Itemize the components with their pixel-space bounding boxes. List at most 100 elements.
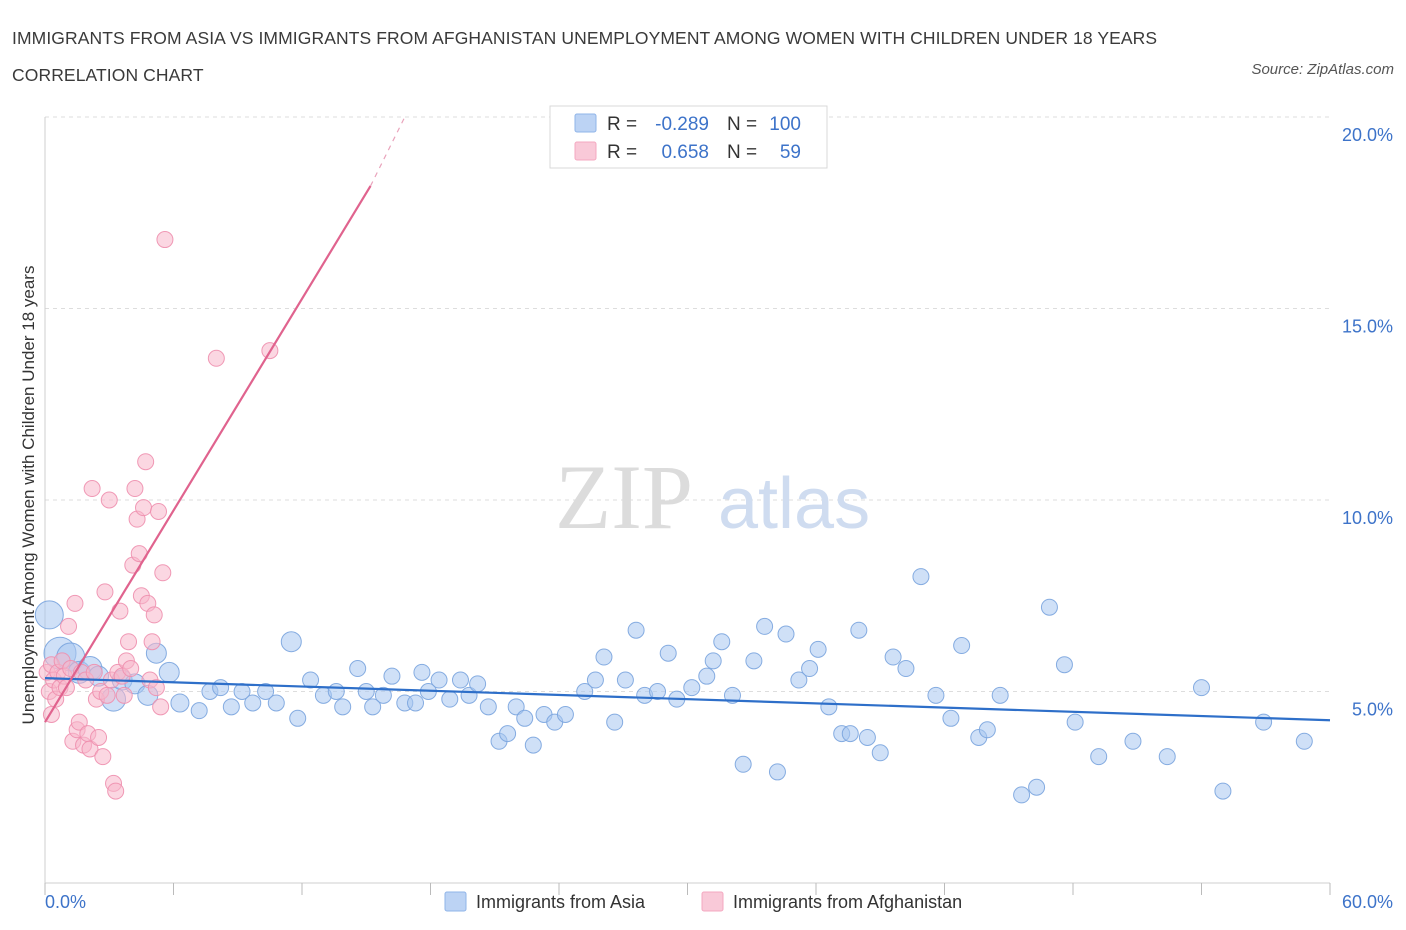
asia-point-16	[222, 698, 240, 716]
asia-point-55	[627, 621, 645, 639]
asia-point-80	[897, 660, 915, 678]
legend-swatch-afghanistan	[574, 141, 597, 161]
series-legend: Immigrants from Asia Immigrants from Afg…	[444, 891, 962, 912]
asia-point-96	[1193, 679, 1210, 697]
asia-point-18	[244, 694, 262, 712]
asia-point-65	[734, 755, 752, 773]
x-tick-label-0: 0.0%	[45, 892, 86, 912]
asia-point-38	[451, 671, 469, 689]
y-tick-label-2: 15.0%	[1342, 317, 1393, 337]
asia-point-71	[801, 660, 819, 678]
series-legend-swatch-afghanistan	[701, 891, 724, 912]
series-legend-swatch-asia	[444, 891, 467, 912]
asia-point-97	[1214, 782, 1232, 800]
asia-point-90	[1040, 598, 1058, 616]
asia-point-37	[441, 690, 459, 708]
afghanistan-point-37	[115, 686, 133, 704]
legend-n-value-afghanistan: 59	[780, 142, 801, 163]
afghanistan-point-29	[98, 686, 116, 704]
asia-point-61	[698, 667, 716, 685]
asia-point-76	[850, 621, 868, 639]
asia-point-51	[586, 671, 604, 689]
afghanistan-point-54	[152, 698, 170, 716]
asia-point-54	[616, 671, 634, 689]
legend-r-label-asia: R =	[607, 114, 637, 135]
asia-point-11	[158, 661, 180, 683]
asia-point-36	[430, 671, 448, 689]
afghanistan-point-39	[120, 633, 138, 651]
asia-point-30	[374, 686, 392, 704]
legend-swatch-asia	[574, 113, 597, 133]
afghanistan-point-14	[66, 594, 84, 612]
asia-point-72	[809, 640, 827, 658]
x-tick-label-1: 60.0%	[1342, 892, 1393, 912]
asia-point-53	[606, 713, 624, 731]
afghanistan-point-11	[60, 617, 78, 635]
afghanistan-point-30	[100, 491, 118, 509]
asia-point-25	[327, 683, 345, 700]
asia-point-34	[413, 663, 431, 681]
legend-r-label-afghanistan: R =	[607, 142, 637, 163]
series-legend-label-afghanistan: Immigrants from Afghanistan	[733, 892, 962, 912]
watermark: ZIP atlas	[555, 446, 870, 548]
y-tick-label-1: 10.0%	[1342, 508, 1393, 528]
asia-point-27	[349, 660, 367, 678]
trend-line-afghanistan-extension	[369, 116, 406, 187]
legend-n-value-asia: 100	[769, 114, 801, 135]
asia-point-79	[884, 648, 902, 666]
asia-point-69	[777, 625, 795, 643]
afghanistan-point-42	[126, 480, 144, 498]
series-asia-points	[34, 568, 1313, 804]
asia-point-22	[289, 709, 307, 727]
afghanistan-point-53	[150, 502, 168, 520]
legend-n-label-afghanistan: N =	[727, 142, 757, 163]
asia-point-45	[516, 709, 534, 727]
asia-point-23	[302, 671, 320, 689]
asia-point-44	[507, 698, 525, 716]
asia-point-12	[170, 693, 190, 713]
legend-r-value-asia: -0.289	[655, 114, 709, 135]
trend-line-asia	[44, 676, 1331, 722]
asia-point-43	[499, 725, 517, 743]
asia-point-92	[1066, 713, 1084, 731]
axes	[44, 117, 1331, 895]
afghanistan-point-27	[94, 748, 112, 766]
afghanistan-point-52	[147, 679, 165, 697]
asia-point-87	[991, 686, 1009, 704]
afghanistan-point-23	[85, 663, 103, 681]
y-tick-label-0: 5.0%	[1352, 700, 1393, 720]
asia-point-94	[1124, 732, 1142, 750]
asia-point-70	[790, 671, 808, 689]
asia-point-29	[364, 698, 382, 716]
asia-point-88	[1013, 786, 1031, 804]
asia-point-93	[1090, 748, 1108, 766]
asia-point-81	[912, 568, 930, 586]
asia-point-31	[383, 667, 401, 685]
asia-point-28	[357, 683, 375, 700]
y-axis-label: Unemployment Among Women with Children U…	[19, 266, 38, 725]
correlation-legend: R = -0.289 N = 100 R = 0.658 N = 59	[549, 105, 828, 169]
series-afghanistan-points	[38, 231, 279, 800]
asia-point-46	[524, 736, 542, 754]
afghanistan-point-40	[122, 660, 140, 678]
watermark-atlas: atlas	[718, 464, 870, 544]
asia-point-67	[756, 617, 774, 635]
asia-point-75	[841, 725, 859, 743]
legend-row-asia: R = -0.289 N = 100	[574, 113, 801, 135]
y-tick-label-3: 20.0%	[1342, 125, 1393, 145]
afghanistan-point-57	[207, 349, 225, 367]
asia-point-89	[1028, 778, 1046, 796]
afghanistan-point-56	[156, 231, 174, 249]
asia-point-57	[649, 683, 667, 700]
asia-point-26	[334, 698, 352, 716]
asia-point-66	[745, 652, 763, 670]
x-tick-labels: 0.0% 60.0%	[45, 892, 1393, 912]
asia-point-78	[871, 744, 889, 762]
trend-lines	[44, 116, 1331, 723]
asia-point-20	[267, 694, 285, 712]
asia-point-15	[212, 679, 230, 697]
asia-point-99	[1295, 732, 1313, 750]
afghanistan-point-47	[137, 453, 155, 471]
afghanistan-point-50	[143, 633, 161, 651]
